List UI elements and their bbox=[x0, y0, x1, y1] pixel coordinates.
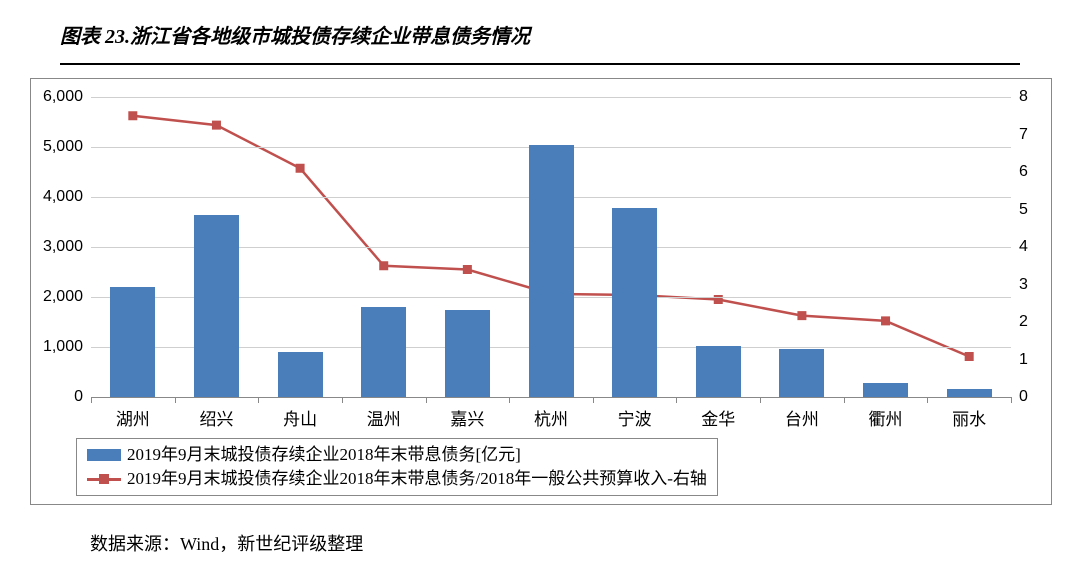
x-tick bbox=[91, 397, 92, 403]
y-left-tick-label: 0 bbox=[23, 388, 83, 406]
x-tick-label: 杭州 bbox=[534, 405, 568, 430]
legend-item-line: 2019年9月末城投债存续企业2018年末带息债务/2018年一般公共预算收入-… bbox=[87, 467, 707, 491]
line-marker bbox=[379, 261, 388, 270]
y-left-tick-label: 3,000 bbox=[23, 238, 83, 256]
x-tick bbox=[593, 397, 594, 403]
bar bbox=[696, 346, 741, 397]
x-tick-label: 舟山 bbox=[283, 405, 317, 430]
x-tick bbox=[426, 397, 427, 403]
bar bbox=[110, 287, 155, 397]
plot-area: 01,0002,0003,0004,0005,0006,000012345678… bbox=[91, 97, 1011, 397]
chart-title: 图表 23.浙江省各地级市城投债存续企业带息债务情况 bbox=[60, 26, 530, 48]
grid-line bbox=[91, 97, 1011, 98]
legend: 2019年9月末城投债存续企业2018年末带息债务[亿元] 2019年9月末城投… bbox=[76, 438, 718, 496]
x-tick bbox=[844, 397, 845, 403]
bar bbox=[194, 215, 239, 398]
y-left-tick-label: 5,000 bbox=[23, 138, 83, 156]
x-tick bbox=[258, 397, 259, 403]
x-tick-label: 湖州 bbox=[116, 405, 150, 430]
figure-container: 图表 23.浙江省各地级市城投债存续企业带息债务情况 01,0002,0003,… bbox=[0, 0, 1080, 577]
x-tick-label: 台州 bbox=[785, 405, 819, 430]
legend-marker-icon bbox=[99, 474, 109, 484]
line-marker bbox=[463, 265, 472, 274]
bar bbox=[278, 352, 323, 397]
legend-swatch-line bbox=[87, 472, 121, 486]
x-tick bbox=[927, 397, 928, 403]
bar bbox=[361, 307, 406, 397]
bar bbox=[445, 310, 490, 398]
line-marker bbox=[128, 111, 137, 120]
bar bbox=[779, 349, 824, 398]
y-left-tick-label: 6,000 bbox=[23, 88, 83, 106]
y-right-tick-label: 4 bbox=[1019, 238, 1049, 256]
legend-item-bar: 2019年9月末城投债存续企业2018年末带息债务[亿元] bbox=[87, 443, 707, 467]
y-right-tick-label: 2 bbox=[1019, 313, 1049, 331]
line-marker bbox=[296, 164, 305, 173]
x-axis-line bbox=[91, 397, 1011, 398]
x-tick bbox=[342, 397, 343, 403]
y-right-tick-label: 5 bbox=[1019, 201, 1049, 219]
y-right-tick-label: 1 bbox=[1019, 351, 1049, 369]
x-tick bbox=[175, 397, 176, 403]
line-marker bbox=[212, 121, 221, 130]
x-tick-label: 嘉兴 bbox=[450, 405, 484, 430]
x-tick-label: 衢州 bbox=[869, 405, 903, 430]
bar bbox=[947, 389, 992, 397]
legend-label-line: 2019年9月末城投债存续企业2018年末带息债务/2018年一般公共预算收入-… bbox=[127, 467, 707, 491]
x-tick bbox=[1011, 397, 1012, 403]
x-tick bbox=[509, 397, 510, 403]
y-right-tick-label: 8 bbox=[1019, 88, 1049, 106]
x-tick bbox=[676, 397, 677, 403]
line-marker bbox=[797, 311, 806, 320]
y-left-tick-label: 1,000 bbox=[23, 338, 83, 356]
title-wrap: 图表 23.浙江省各地级市城投债存续企业带息债务情况 bbox=[0, 0, 1080, 57]
legend-label-bar: 2019年9月末城投债存续企业2018年末带息债务[亿元] bbox=[127, 443, 521, 467]
legend-swatch-bar bbox=[87, 449, 121, 461]
chart-frame: 01,0002,0003,0004,0005,0006,000012345678… bbox=[30, 78, 1052, 505]
y-right-tick-label: 3 bbox=[1019, 276, 1049, 294]
bar bbox=[529, 145, 574, 398]
y-right-tick-label: 6 bbox=[1019, 163, 1049, 181]
bar bbox=[863, 383, 908, 397]
x-tick bbox=[760, 397, 761, 403]
y-right-tick-label: 0 bbox=[1019, 388, 1049, 406]
data-source: 数据来源：Wind，新世纪评级整理 bbox=[90, 530, 363, 556]
title-underline bbox=[60, 63, 1020, 65]
line-marker bbox=[965, 352, 974, 361]
x-tick-label: 温州 bbox=[367, 405, 401, 430]
bar bbox=[612, 208, 657, 397]
y-left-tick-label: 2,000 bbox=[23, 288, 83, 306]
x-tick-label: 绍兴 bbox=[199, 405, 233, 430]
y-right-tick-label: 7 bbox=[1019, 126, 1049, 144]
x-tick-label: 丽水 bbox=[952, 405, 986, 430]
x-tick-label: 宁波 bbox=[618, 405, 652, 430]
line-marker bbox=[881, 316, 890, 325]
y-left-tick-label: 4,000 bbox=[23, 188, 83, 206]
x-tick-label: 金华 bbox=[701, 405, 735, 430]
